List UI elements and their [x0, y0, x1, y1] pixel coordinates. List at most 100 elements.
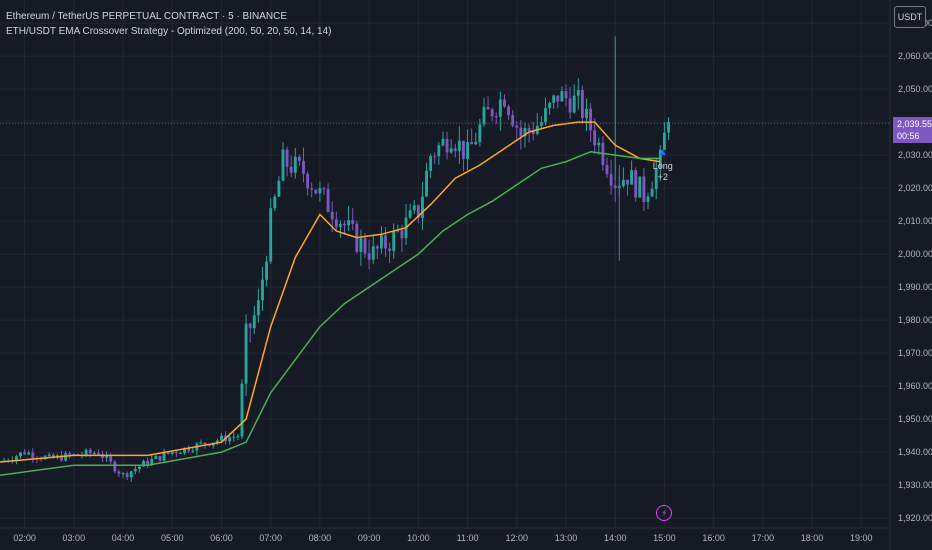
candle-body	[19, 452, 22, 457]
y-tick-label: 2,000.00	[898, 249, 932, 259]
currency-button[interactable]: USDT	[894, 6, 926, 28]
y-tick-label: 2,010.00	[898, 216, 932, 226]
candle-body	[72, 454, 76, 456]
candle-body	[363, 238, 367, 254]
candle-body	[310, 188, 314, 190]
x-tick-label: 19:00	[850, 533, 873, 543]
y-tick-label: 1,990.00	[898, 282, 932, 292]
candle-body	[306, 173, 310, 189]
candle-body	[314, 189, 318, 194]
candle-body	[379, 235, 383, 249]
candle-body	[478, 124, 482, 142]
candle-body	[490, 109, 494, 117]
x-tick-label: 16:00	[702, 533, 725, 543]
candle-body	[384, 235, 387, 249]
candle-body	[416, 205, 420, 218]
candle-body	[375, 246, 379, 249]
lightning-icon[interactable]: ⚡	[656, 505, 673, 521]
candle-body	[150, 458, 154, 465]
candle-body	[183, 447, 186, 453]
candle-body	[88, 449, 92, 454]
last-price-value: 2,039.55	[897, 118, 932, 129]
candle-body	[273, 196, 277, 209]
candle-body	[158, 455, 162, 461]
x-tick-label: 10:00	[407, 533, 430, 543]
candle-body	[548, 102, 552, 109]
candle-body	[277, 180, 281, 197]
candle-body	[244, 323, 248, 384]
candle-body	[248, 323, 252, 329]
candle-body	[544, 108, 547, 123]
candle-body	[503, 99, 506, 107]
candle-body	[228, 437, 232, 442]
candle-body	[421, 196, 424, 218]
candle-body	[347, 220, 351, 226]
candle-body	[523, 128, 527, 137]
y-tick-label: 1,960.00	[898, 381, 932, 391]
candle-body	[236, 436, 240, 438]
strategy-title: ETH/USDT EMA Crossover Strategy - Optimi…	[6, 26, 332, 37]
candle-body	[31, 452, 35, 459]
candle-body	[256, 300, 260, 316]
candle-body	[560, 91, 564, 102]
last-price-badge: 2,039.55 00:56	[893, 116, 932, 143]
candle-body	[597, 142, 601, 146]
candle-body	[170, 452, 174, 454]
candle-body	[84, 449, 88, 456]
candle-body	[486, 106, 490, 110]
y-tick-label: 1,980.00	[898, 315, 932, 325]
candle-body	[408, 210, 412, 218]
candle-body	[437, 145, 441, 157]
y-tick-label: 1,970.00	[898, 348, 932, 358]
candle-body	[539, 122, 543, 126]
x-tick-label: 04:00	[112, 533, 135, 543]
y-tick-label: 1,930.00	[898, 480, 932, 490]
candle-body	[433, 156, 437, 158]
x-tick-label: 17:00	[752, 533, 775, 543]
candle-body	[343, 223, 346, 226]
candle-body	[125, 473, 129, 478]
candle-body	[462, 140, 465, 159]
candle-body	[47, 454, 51, 457]
candle-body	[359, 238, 363, 252]
candle-body	[482, 106, 486, 125]
candle-body	[289, 166, 293, 173]
candle-body	[650, 188, 654, 197]
candle-body	[646, 196, 650, 202]
candle-body	[441, 138, 445, 146]
candle-body	[297, 156, 301, 161]
candle-body	[269, 208, 273, 262]
candle-body	[117, 471, 121, 474]
candle-body	[449, 148, 453, 153]
candle-body	[470, 142, 474, 145]
candle-body	[392, 231, 396, 251]
candle-body	[589, 108, 593, 131]
candle-body	[133, 468, 137, 472]
candle-body	[412, 205, 416, 211]
candle-body	[51, 454, 55, 458]
candle-body	[138, 466, 141, 469]
candle-body	[191, 450, 195, 452]
candle-body	[371, 246, 375, 260]
x-tick-label: 13:00	[555, 533, 578, 543]
candle-body	[494, 116, 498, 118]
candle-body	[630, 170, 634, 185]
candle-body	[642, 176, 646, 202]
y-tick-label: 1,950.00	[898, 414, 932, 424]
candle-body	[527, 128, 531, 131]
candle-body	[261, 279, 264, 301]
candle-body	[474, 141, 478, 145]
candle-body	[564, 91, 568, 99]
candle-body	[429, 156, 433, 171]
candle-body	[142, 460, 145, 467]
candle-body	[552, 95, 556, 103]
ema-line-2	[0, 151, 661, 476]
x-tick-label: 03:00	[63, 533, 86, 543]
candle-body	[322, 188, 326, 190]
candle-body	[609, 174, 613, 186]
candle-body	[240, 383, 244, 437]
signal-qty: +2	[658, 172, 668, 182]
candle-body	[113, 461, 117, 472]
x-tick-label: 07:00	[259, 533, 282, 543]
